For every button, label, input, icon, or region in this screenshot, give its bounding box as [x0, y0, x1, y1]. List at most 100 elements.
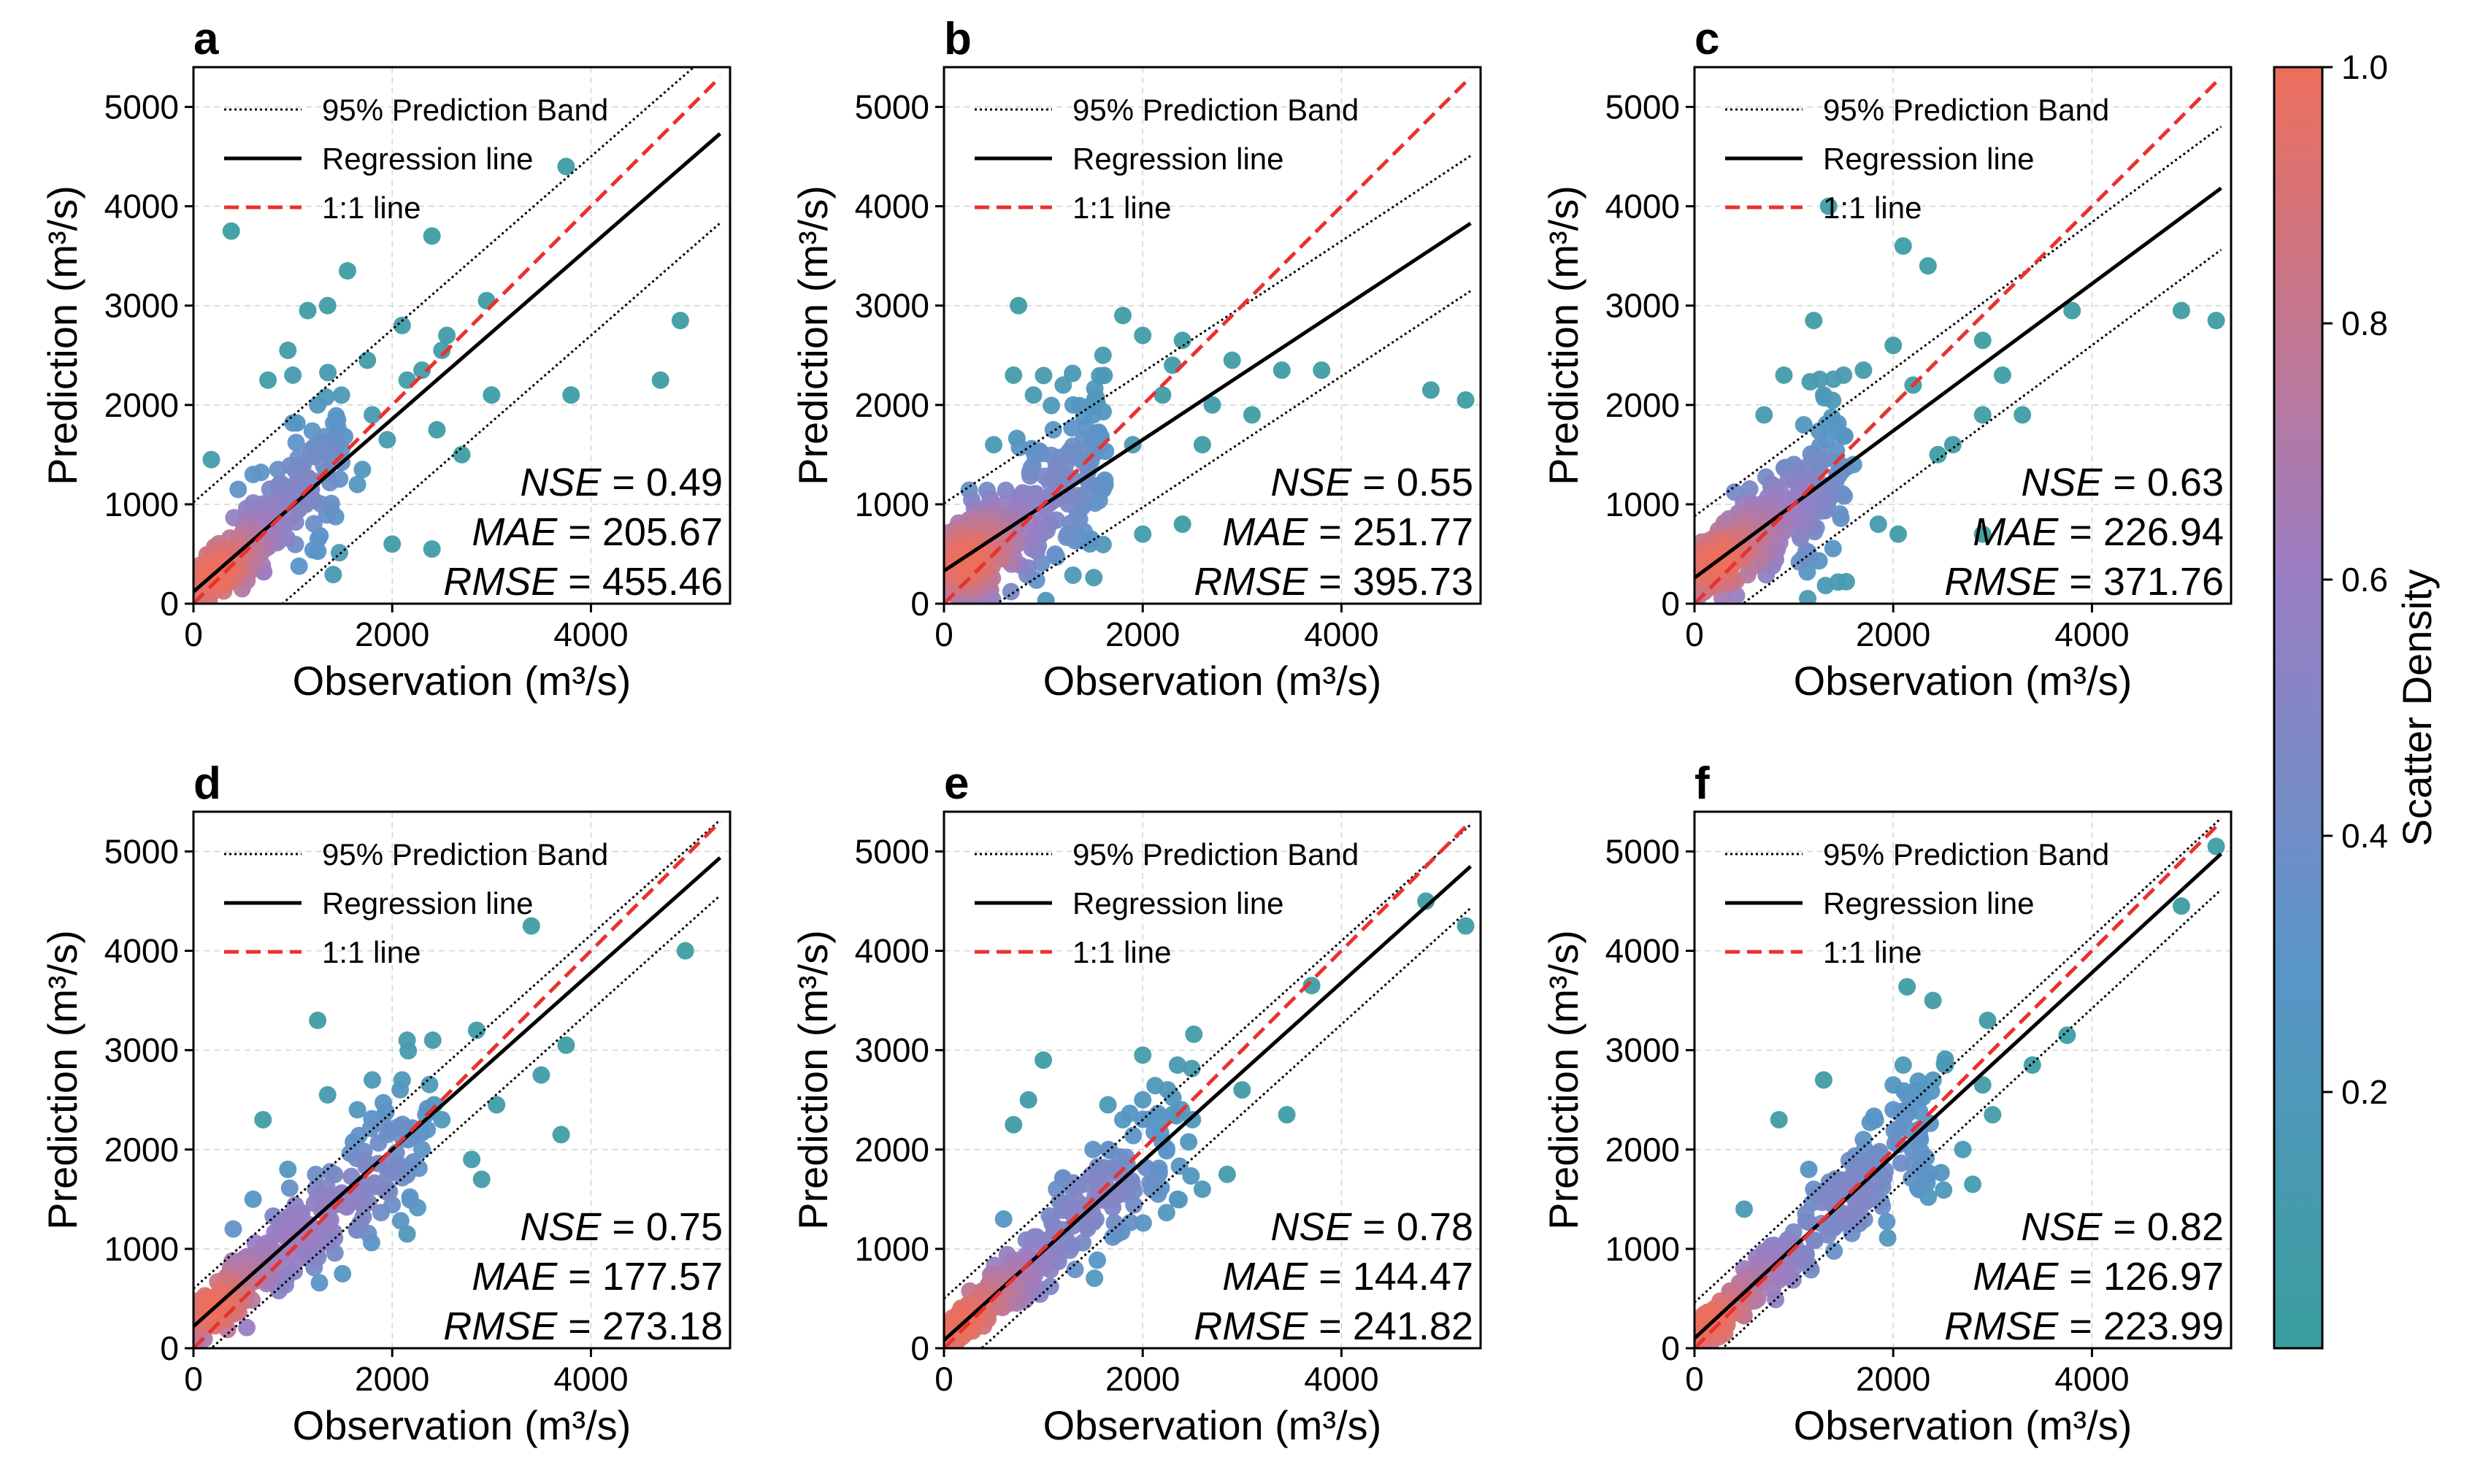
scatter-point [1223, 351, 1241, 369]
scatter-point [399, 1042, 418, 1060]
scatter-point [229, 480, 247, 499]
scatter-point [224, 1220, 242, 1238]
scatter-point [1805, 312, 1823, 330]
scatter-point [671, 312, 689, 330]
scatter-point [348, 475, 366, 493]
x-tick-label: 4000 [1304, 1360, 1378, 1398]
metric-mae-label: MAE [1222, 1255, 1308, 1299]
scatter-point [1805, 1231, 1823, 1250]
prediction-band-lower [980, 907, 1472, 1348]
y-tick-label: 4000 [855, 188, 929, 226]
scatter-point [1170, 1157, 1189, 1175]
scatter-point [1121, 1213, 1140, 1231]
scatter-point [423, 1031, 442, 1050]
metric-rmse: RMSE = 371.76 [1944, 560, 2224, 604]
legend: 95% Prediction Band Regression line 1:1 li… [1725, 837, 2109, 969]
scatter-point [1775, 366, 1793, 384]
scatter-point [1811, 370, 1829, 388]
regression-line [944, 221, 1472, 573]
scatter-point [1182, 1167, 1200, 1185]
y-tick-label: 4000 [104, 188, 179, 226]
colorbar-tick-label: 0.4 [2341, 817, 2388, 855]
metric-nse: NSE = 0.75 [520, 1205, 723, 1249]
scatter-point [1233, 1081, 1251, 1099]
ticks [185, 105, 592, 612]
scatter-point [651, 371, 669, 389]
scatter-point [1755, 406, 1773, 424]
y-tick-label: 2000 [855, 386, 929, 424]
one-to-one-line [1694, 820, 2223, 1348]
legend-band-label: 95% Prediction Band [322, 93, 608, 127]
scatter-point [1137, 1158, 1155, 1177]
y-axis-label: Prediction (m³/s) [1540, 185, 1586, 485]
y-tick-label: 4000 [104, 932, 179, 970]
x-tick-label: 0 [934, 1360, 953, 1398]
legend: 95% Prediction Band Regression line 1:1 li… [224, 93, 608, 225]
scatter-point [1816, 577, 1835, 595]
scatter-point [1243, 406, 1261, 424]
scatter-point [2207, 312, 2225, 330]
legend: 95% Prediction Band Regression line 1:1 li… [224, 837, 608, 969]
colorbar-tick-label: 0.6 [2341, 561, 2388, 599]
metric-rmse-value: = 395.73 [1308, 560, 1473, 604]
scatter-point [1173, 515, 1191, 534]
x-tick-label: 0 [184, 615, 203, 653]
y-tick-label: 2000 [104, 1131, 179, 1169]
scatter-point [1134, 1091, 1152, 1109]
metric-mae: MAE = 177.57 [472, 1255, 723, 1299]
scatter-point [483, 386, 501, 404]
prediction-band-lower [1740, 248, 2222, 604]
scatter-point [1954, 1140, 1972, 1158]
one-to-one-line [193, 75, 722, 604]
scatter-point [522, 917, 540, 935]
legend-band-label: 95% Prediction Band [1823, 837, 2109, 872]
metric-mae-label: MAE [1222, 510, 1308, 554]
scatter-point [1185, 1025, 1203, 1043]
lines [1694, 817, 2223, 1348]
lines [944, 75, 1473, 604]
y-tick-label: 1000 [104, 1230, 179, 1268]
metric-rmse-label: RMSE [1944, 1304, 2059, 1348]
scatter-point [1193, 436, 1211, 454]
scatter-point [222, 222, 240, 240]
lines [193, 67, 722, 604]
scatter-point [1076, 1174, 1094, 1193]
scatter-point [1084, 1140, 1102, 1158]
y-tick-label: 5000 [855, 832, 929, 870]
metric-nse-value: = 0.63 [2102, 461, 2224, 504]
metric-nse-value: = 0.78 [1351, 1205, 1473, 1249]
metric-nse: NSE = 0.49 [520, 461, 723, 504]
metric-mae: MAE = 205.67 [472, 510, 723, 554]
legend-regression-label: Regression line [1072, 886, 1284, 920]
scatter-point [1094, 346, 1112, 364]
legend-regression-label: Regression line [322, 886, 534, 920]
metric-mae-label: MAE [1973, 510, 2059, 554]
y-tick-label: 3000 [1605, 1031, 1680, 1069]
panel-letter: e [944, 758, 969, 809]
legend: 95% Prediction Band Regression line 1:1 li… [975, 837, 1359, 969]
scatter-point [1794, 416, 1813, 434]
panel-letter: f [1694, 758, 1710, 809]
metric-nse-value: = 0.49 [601, 461, 723, 504]
x-axis-label: Observation (m³/s) [1043, 658, 1382, 704]
one-to-one-line [944, 75, 1473, 604]
colorbar-gradient [2273, 66, 2324, 1350]
x-tick-label: 2000 [1105, 615, 1180, 653]
y-tick-label: 3000 [855, 287, 929, 325]
scatter-point [401, 1188, 419, 1206]
x-tick-label: 4000 [2054, 615, 2129, 653]
scatter-point [421, 1075, 439, 1093]
x-tick-label: 2000 [355, 1360, 429, 1398]
metric-nse-value: = 0.75 [601, 1205, 723, 1249]
metric-nse-label: NSE [520, 461, 602, 504]
legend-regression-label: Regression line [1823, 142, 2035, 176]
y-tick-label: 3000 [104, 287, 179, 325]
scatter-point [287, 434, 305, 452]
scatter-point [1218, 1165, 1236, 1183]
scatter-point [1978, 1011, 1997, 1029]
scatter-point [1134, 1214, 1152, 1232]
y-axis-label: Prediction (m³/s) [790, 185, 836, 485]
x-axis-label: Observation (m³/s) [1794, 1402, 2133, 1448]
